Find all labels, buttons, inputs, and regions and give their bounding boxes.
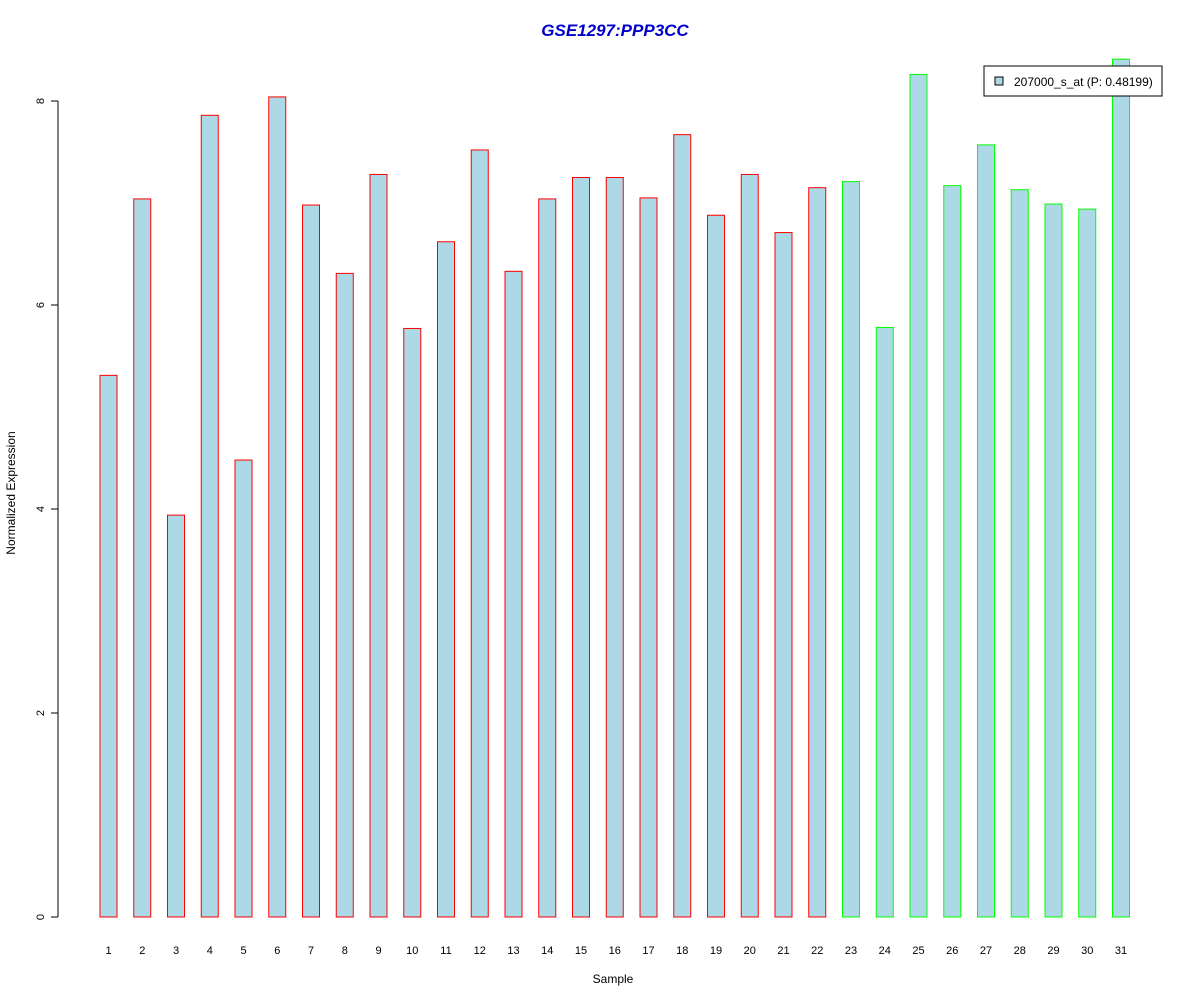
bar: [268, 96, 287, 918]
bar: [1078, 208, 1097, 918]
bar: [335, 272, 354, 918]
bar: [909, 73, 928, 918]
bar: [302, 204, 320, 918]
x-tick-label: 25: [912, 945, 924, 957]
bar: [740, 173, 759, 918]
x-tick-label: 1: [105, 945, 111, 957]
bar: [774, 232, 793, 918]
bar: [977, 144, 995, 918]
x-tick-label: 13: [507, 945, 519, 957]
x-tick-label: 4: [207, 945, 213, 957]
x-tick-label: 7: [308, 945, 314, 957]
bar: [437, 241, 455, 918]
x-tick-label: 5: [240, 945, 246, 957]
legend-swatch: [994, 76, 1004, 86]
x-tick-label: 22: [811, 945, 823, 957]
bar: [605, 177, 624, 918]
x-tick-label: 14: [541, 945, 553, 957]
bar: [1010, 189, 1029, 918]
x-tick-label: 27: [980, 945, 992, 957]
x-tick-label: 29: [1047, 945, 1059, 957]
bar: [99, 374, 118, 918]
bar: [808, 187, 827, 918]
bar: [470, 149, 489, 918]
bar: [1044, 203, 1063, 918]
x-tick-label: 24: [879, 945, 891, 957]
x-axis-label: Sample: [593, 972, 634, 986]
bar: [943, 185, 962, 918]
bars: [99, 58, 1130, 918]
bar: [234, 459, 253, 918]
y-tick-label: 6: [35, 302, 47, 308]
x-tick-label: 17: [642, 945, 654, 957]
bar: [200, 114, 219, 918]
y-tick-label: 2: [35, 710, 47, 716]
x-tick-label: 16: [609, 945, 621, 957]
x-tick-label: 11: [440, 945, 451, 957]
bar: [403, 327, 422, 918]
bar: [167, 514, 185, 918]
bar: [369, 173, 388, 918]
bar: [1112, 58, 1130, 918]
x-tick-label: 6: [274, 945, 280, 957]
x-tick-label: 19: [710, 945, 722, 957]
x-tick-label: 21: [777, 945, 789, 957]
bar: [572, 177, 590, 918]
bar: [842, 181, 860, 918]
y-tick-label: 8: [35, 98, 47, 104]
y-axis: 0 2 4 6 8: [35, 98, 59, 920]
x-tick-label: 10: [406, 945, 418, 957]
x-tick-label: 18: [676, 945, 688, 957]
bar: [639, 197, 658, 918]
legend-box: [983, 65, 1163, 97]
x-tick-label: 9: [375, 945, 381, 957]
x-tick-label: 30: [1081, 945, 1093, 957]
legend: 207000_s_at (P: 0.48199): [983, 65, 1163, 97]
bar: [673, 134, 692, 918]
bar: [538, 198, 557, 918]
x-tick-label: 3: [173, 945, 179, 957]
y-tick-label: 4: [35, 506, 47, 512]
x-tick-label: 2: [139, 945, 145, 957]
y-axis-label: Normalized Expression: [4, 431, 18, 554]
x-tick-label: 12: [474, 945, 486, 957]
bar: [133, 198, 152, 918]
bar: [875, 326, 894, 918]
x-tick-label: 28: [1014, 945, 1026, 957]
y-tick-label: 0: [35, 914, 47, 920]
x-tick-label: 15: [575, 945, 587, 957]
bar: [504, 270, 523, 918]
x-tick-label: 20: [744, 945, 756, 957]
x-tick-label: 26: [946, 945, 958, 957]
x-tick-labels: 1 2 3 4 5 6 7 8 9 10 11 12 13 14 15 16 17 18 19 20 21 22 23 24 2…: [105, 945, 1127, 957]
x-tick-label: 8: [342, 945, 348, 957]
legend-label: 207000_s_at (P: 0.48199): [1014, 75, 1153, 89]
bar: [707, 214, 725, 918]
x-tick-label: 23: [845, 945, 857, 957]
x-tick-label: 31: [1115, 945, 1127, 957]
chart-title: GSE1297:PPP3CC: [541, 21, 689, 40]
